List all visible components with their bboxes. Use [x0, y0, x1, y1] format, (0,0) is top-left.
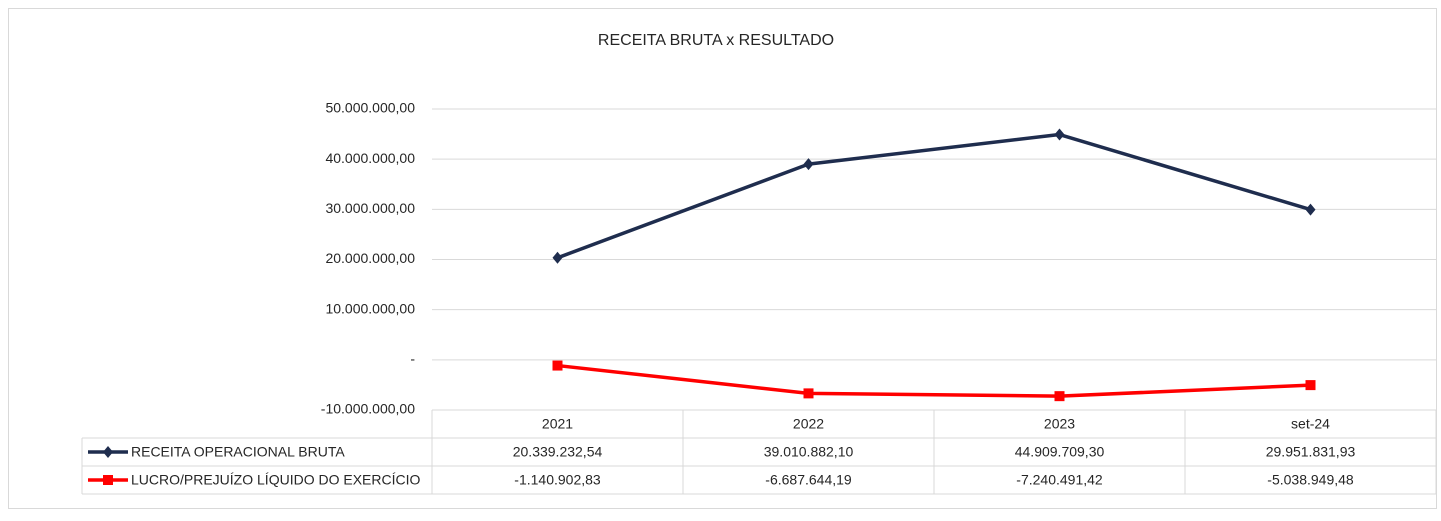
table-value: -6.687.644,19: [765, 472, 852, 488]
x-tick-label: 2021: [542, 416, 573, 432]
series-line: [557, 363, 1311, 398]
table-value: -5.038.949,48: [1267, 472, 1354, 488]
x-tick-label: 2023: [1044, 416, 1075, 432]
y-tick-label: 30.000.000,00: [325, 200, 415, 216]
table-value: 20.339.232,54: [513, 444, 603, 460]
series-line: [556, 132, 1312, 260]
point: [1054, 391, 1065, 402]
y-tick-label: 40.000.000,00: [325, 150, 415, 166]
y-tick-label: -10.000.000,00: [321, 401, 415, 417]
point: [1305, 380, 1316, 391]
chart-title: RECEITA BRUTA x RESULTADO: [598, 32, 834, 49]
chart-area: [8, 8, 1437, 509]
table-value: -1.140.902,83: [514, 472, 601, 488]
legend-marker: [103, 475, 113, 485]
point: [552, 251, 563, 264]
point: [803, 388, 814, 399]
point: [1054, 128, 1065, 141]
point: [1305, 203, 1316, 216]
point: [552, 360, 563, 371]
legend-marker: [103, 446, 113, 458]
y-tick-label: -: [410, 351, 415, 367]
x-tick-label: 2022: [793, 416, 824, 432]
y-tick-label: 10.000.000,00: [325, 300, 415, 316]
table-value: 29.951.831,93: [1266, 444, 1356, 460]
y-tick-label: 20.000.000,00: [325, 250, 415, 266]
legend-label: RECEITA OPERACIONAL BRUTA: [131, 444, 345, 460]
x-tick-label: set-24: [1291, 416, 1330, 432]
table-value: 44.909.709,30: [1015, 444, 1105, 460]
table-value: -7.240.491,42: [1016, 472, 1103, 488]
y-tick-label: 50.000.000,00: [325, 100, 415, 116]
table-value: 39.010.882,10: [764, 444, 854, 460]
legend-label: LUCRO/PREJUÍZO LÍQUIDO DO EXERCÍCIO: [131, 472, 420, 488]
point: [803, 158, 814, 171]
